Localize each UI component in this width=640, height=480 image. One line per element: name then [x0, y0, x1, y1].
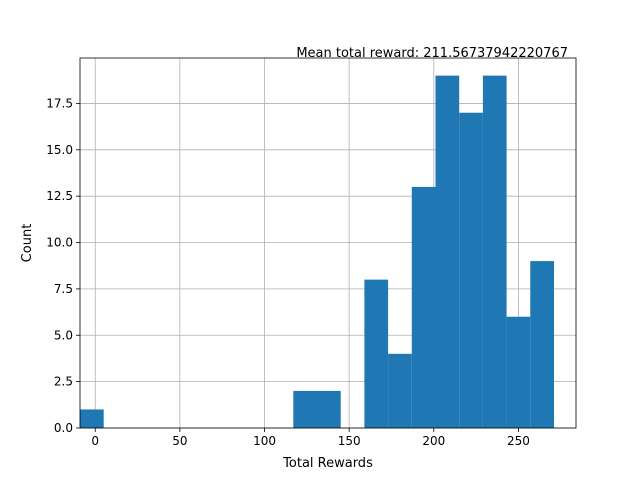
- histogram-bar-17: [482, 75, 507, 428]
- histogram-bars: [80, 75, 554, 428]
- y-tick-label-5: 12.5: [46, 189, 73, 203]
- y-axis-label: Count: [20, 224, 35, 263]
- x-axis-label: Total Rewards: [282, 456, 373, 471]
- y-tick-label-4: 10.0: [46, 236, 73, 250]
- x-tick-label-2: 100: [253, 434, 276, 448]
- histogram-bar-15: [435, 75, 460, 428]
- histogram-bar-13: [388, 353, 412, 428]
- x-tick-label-1: 50: [172, 434, 187, 448]
- histogram-bar-18: [506, 316, 531, 428]
- histogram-bar-14: [411, 186, 436, 428]
- histogram-bar-12: [364, 279, 389, 428]
- y-tick-label-2: 5.0: [54, 328, 73, 342]
- y-tick-label-6: 15.0: [46, 143, 73, 157]
- y-tick-label-1: 2.5: [54, 375, 73, 389]
- y-tick-label-0: 0.0: [54, 421, 73, 435]
- y-tick-label-7: 17.5: [46, 96, 73, 110]
- histogram-bar-10: [316, 390, 341, 428]
- x-tick-label-5: 250: [507, 434, 530, 448]
- x-tick-label-3: 150: [338, 434, 361, 448]
- histogram-bar-0: [80, 409, 104, 428]
- histogram-bar-19: [530, 261, 554, 428]
- y-tick-label-3: 7.5: [54, 282, 73, 296]
- axis-ticks: 0 50 100 150 200 250 0.0 2.5 5.0 7.5 10.0 12.5 15.0 1…: [46, 96, 530, 448]
- x-tick-label-0: 0: [91, 434, 99, 448]
- histogram-bar-9: [293, 390, 317, 428]
- x-tick-label-4: 200: [422, 434, 445, 448]
- plot-frame: [79, 57, 577, 429]
- chart-title: Mean total reward: 211.56737942220767: [296, 46, 568, 61]
- histogram-bar-16: [459, 112, 483, 428]
